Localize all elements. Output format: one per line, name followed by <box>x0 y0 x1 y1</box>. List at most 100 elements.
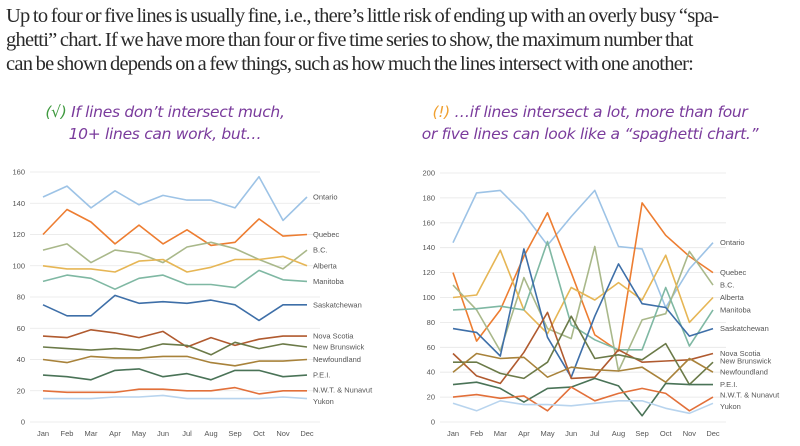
series-line-nova-scotia <box>42 328 307 348</box>
y-tick-label: 140 <box>422 243 435 252</box>
x-tick-label: Mar <box>85 429 98 438</box>
series-line-new-brunswick <box>42 341 308 356</box>
x-tick-label: Sep <box>635 429 648 438</box>
x-tick-label: Aug <box>612 429 625 438</box>
x-tick-label: Feb <box>470 429 483 438</box>
series-label: Newfoundland <box>313 355 361 364</box>
series-label: Ontario <box>313 193 338 202</box>
series-label: Nova Scotia <box>720 349 761 358</box>
series-label: N.W.T. & Nunavut <box>313 385 373 394</box>
x-tick-label: Apr <box>518 429 530 438</box>
y-tick-label: 80 <box>17 293 25 302</box>
series-line-b-c- <box>452 245 714 372</box>
series-label: P.E.I. <box>720 380 737 389</box>
check-icon: (√) <box>45 103 67 121</box>
y-tick-label: 80 <box>427 318 435 327</box>
line-chart-left: 0 20 40 60 80 100 120 140 160 Jan Feb Mar Apr May Jun J… <box>12 168 373 439</box>
right-caption: (!) …if lines intersect a lot, more than… <box>400 101 780 145</box>
y-tick-label: 180 <box>422 193 435 202</box>
series-line-yukon <box>452 399 714 415</box>
x-tick-label: Oct <box>660 429 673 438</box>
paragraph-line: Up to four or five lines is usually fine… <box>6 5 719 27</box>
series-label: New Brunswick <box>720 357 772 366</box>
series-line-alberta <box>42 255 308 273</box>
series-label: B.C. <box>720 281 735 290</box>
y-tick-label: 20 <box>427 393 435 402</box>
x-tick-label: May <box>540 429 554 438</box>
series-label: Nova Scotia <box>313 332 354 341</box>
series-line-manitoba <box>42 269 308 291</box>
series-label: N.W.T. & Nunavut <box>720 391 780 400</box>
series-line-newfoundland <box>452 352 714 384</box>
series-label: Manitoba <box>720 305 752 314</box>
series-label: Yukon <box>313 397 334 406</box>
series-label: Quebec <box>313 230 340 239</box>
x-tick-label: Jun <box>565 429 577 438</box>
paragraph-line: ghetti” chart. If we have more than four… <box>6 29 693 51</box>
warning-icon: (!) <box>432 103 450 121</box>
x-tick-label: Jul <box>182 429 192 438</box>
y-tick-label: 20 <box>17 386 25 395</box>
series-line-nova-scotia <box>452 311 714 385</box>
series-line-yukon <box>43 394 308 400</box>
right-caption-line1: …if lines intersect a lot, more than fou… <box>449 103 748 121</box>
series-label: Saskatchewan <box>720 324 769 333</box>
x-tick-label: Sep <box>228 429 241 438</box>
series-line-quebec <box>42 208 308 247</box>
series-label: Quebec <box>720 268 747 277</box>
series-line-manitoba <box>452 240 714 351</box>
x-tick-label: Jan <box>447 429 459 438</box>
series-label: New Brunswick <box>313 343 365 352</box>
series-line-newfoundland <box>42 355 308 367</box>
x-tick-label: Aug <box>204 429 217 438</box>
left-caption: (√) If lines don’t intersect much, 10+ l… <box>20 101 310 145</box>
series-label: P.E.I. <box>313 371 330 380</box>
x-tick-label: May <box>132 429 146 438</box>
body-paragraph: Up to four or five lines is usually fine… <box>6 4 796 76</box>
series-label: Newfoundland <box>720 368 768 377</box>
series-label: Manitoba <box>313 277 345 286</box>
y-tick-label: 100 <box>12 261 25 270</box>
y-tick-label: 60 <box>427 343 435 352</box>
series-label: Ontario <box>720 238 745 247</box>
x-tick-label: Mar <box>494 429 507 438</box>
series-line-quebec <box>452 202 714 352</box>
x-tick-label: Dec <box>300 429 314 438</box>
line-chart-right: 0 20 40 60 80 100 120 140 160 180 200 Jan Feb Mar Apr M… <box>422 169 780 439</box>
x-tick-label: Jun <box>157 429 169 438</box>
y-tick-label: 0 <box>21 418 25 427</box>
y-tick-label: 140 <box>12 199 25 208</box>
series-line-saskatchewan <box>42 294 307 322</box>
y-tick-label: 100 <box>422 293 435 302</box>
y-tick-label: 0 <box>431 418 435 427</box>
series-line-alberta <box>452 249 714 335</box>
series-label: Yukon <box>720 402 741 411</box>
x-tick-label: Oct <box>253 429 266 438</box>
series-line-ontario <box>42 175 308 222</box>
x-tick-label: Dec <box>706 429 720 438</box>
series-line-b-c- <box>42 241 308 270</box>
series-line-n-w-t-nunavut <box>452 386 714 412</box>
series-line-p-e-i- <box>42 368 308 381</box>
y-tick-label: 40 <box>427 368 435 377</box>
y-tick-label: 60 <box>17 324 25 333</box>
x-tick-label: Jul <box>590 429 600 438</box>
series-label: Saskatchewan <box>313 300 362 309</box>
series-line-saskatchewan <box>452 248 714 379</box>
series-label: B.C. <box>313 246 328 255</box>
y-tick-label: 120 <box>12 230 25 239</box>
series-label: Alberta <box>313 261 338 270</box>
series-line-n-w-t-nunavut <box>42 386 307 395</box>
x-tick-label: Apr <box>109 429 121 438</box>
x-tick-label: Feb <box>61 429 74 438</box>
left-caption-line1: If lines don’t intersect much, <box>66 103 285 121</box>
x-tick-label: Nov <box>276 429 290 438</box>
series-line-new-brunswick <box>453 315 714 386</box>
y-tick-label: 160 <box>422 218 435 227</box>
series-label: Alberta <box>720 293 745 302</box>
y-tick-label: 120 <box>422 268 435 277</box>
left-caption-line2: 10+ lines can work, but… <box>68 125 262 143</box>
y-tick-label: 40 <box>17 355 25 364</box>
y-tick-label: 160 <box>12 168 25 177</box>
